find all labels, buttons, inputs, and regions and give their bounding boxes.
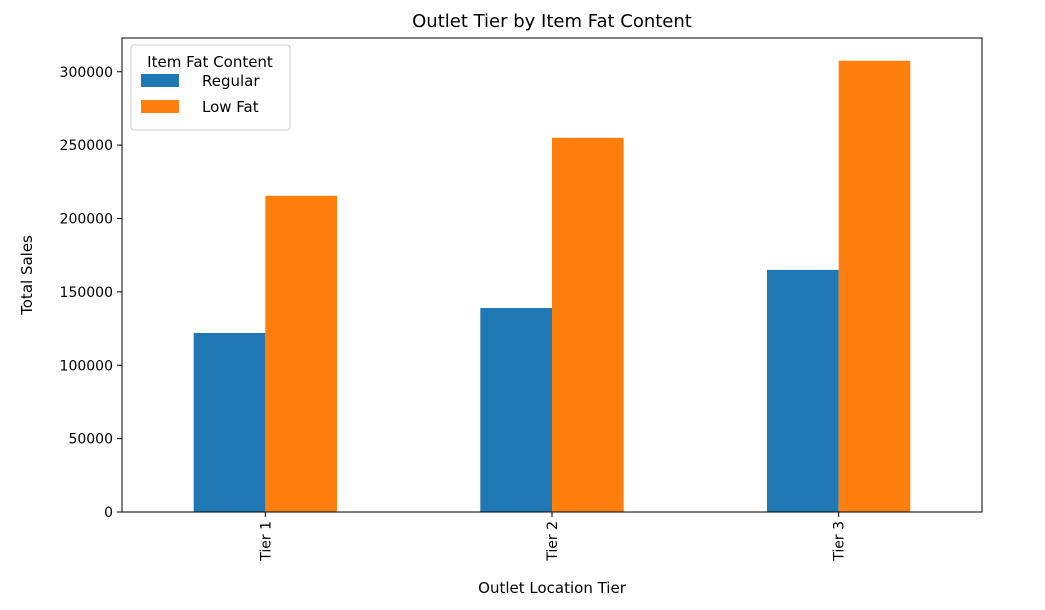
bar-regular-tier-3 xyxy=(767,269,839,512)
y-tick-label: 200000 xyxy=(60,212,113,228)
x-tick-label: Tier 3 xyxy=(832,521,848,562)
x-tick-label: Tier 2 xyxy=(545,521,561,562)
y-axis: 0 50000 100000 150000 200000 250000 300000 xyxy=(60,65,122,521)
bar-low-fat-tier-3 xyxy=(838,60,911,513)
y-tick-label: 250000 xyxy=(60,138,113,154)
y-tick-label: 300000 xyxy=(60,65,113,81)
y-tick-label: 0 xyxy=(104,505,113,521)
y-tick-label: 50000 xyxy=(68,432,113,448)
chart-title: Outlet Tier by Item Fat Content xyxy=(412,11,692,32)
bar-regular-tier-1 xyxy=(193,332,266,512)
legend-swatch xyxy=(141,100,179,113)
y-tick-label: 150000 xyxy=(60,285,113,301)
x-axis-label: Outlet Location Tier xyxy=(478,579,627,597)
bars-layer xyxy=(193,60,911,513)
legend: Item Fat Content Regular Low Fat xyxy=(130,44,291,131)
plot-frame xyxy=(121,37,983,513)
legend-label: Low Fat xyxy=(202,98,259,116)
bar-regular-tier-2 xyxy=(480,308,552,512)
x-axis: Tier 1 Tier 2 Tier 3 xyxy=(258,512,848,562)
y-axis-label: Total Sales xyxy=(18,235,36,316)
bar-low-fat-tier-2 xyxy=(552,137,624,512)
y-tick-label: 100000 xyxy=(60,358,113,374)
x-tick-label: Tier 1 xyxy=(258,521,274,562)
legend-swatch xyxy=(141,74,179,87)
legend-title: Item Fat Content xyxy=(147,53,273,71)
legend-label: Regular xyxy=(202,72,260,90)
bar-low-fat-tier-1 xyxy=(265,195,337,512)
